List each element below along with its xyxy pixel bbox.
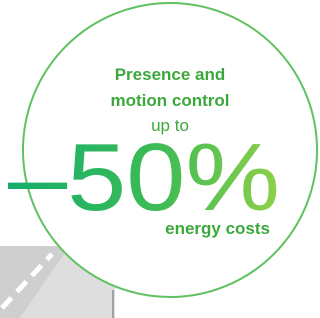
headline-line: Presence and (115, 65, 226, 84)
page: {"headline": {"line1": "Presence and", "… (0, 0, 318, 318)
headline-line: energy costs (165, 219, 270, 238)
graphic: Presence and motion control up to –50% e… (0, 0, 318, 318)
headline-line: motion control (111, 91, 230, 110)
headline-figure: –50% (8, 124, 280, 231)
